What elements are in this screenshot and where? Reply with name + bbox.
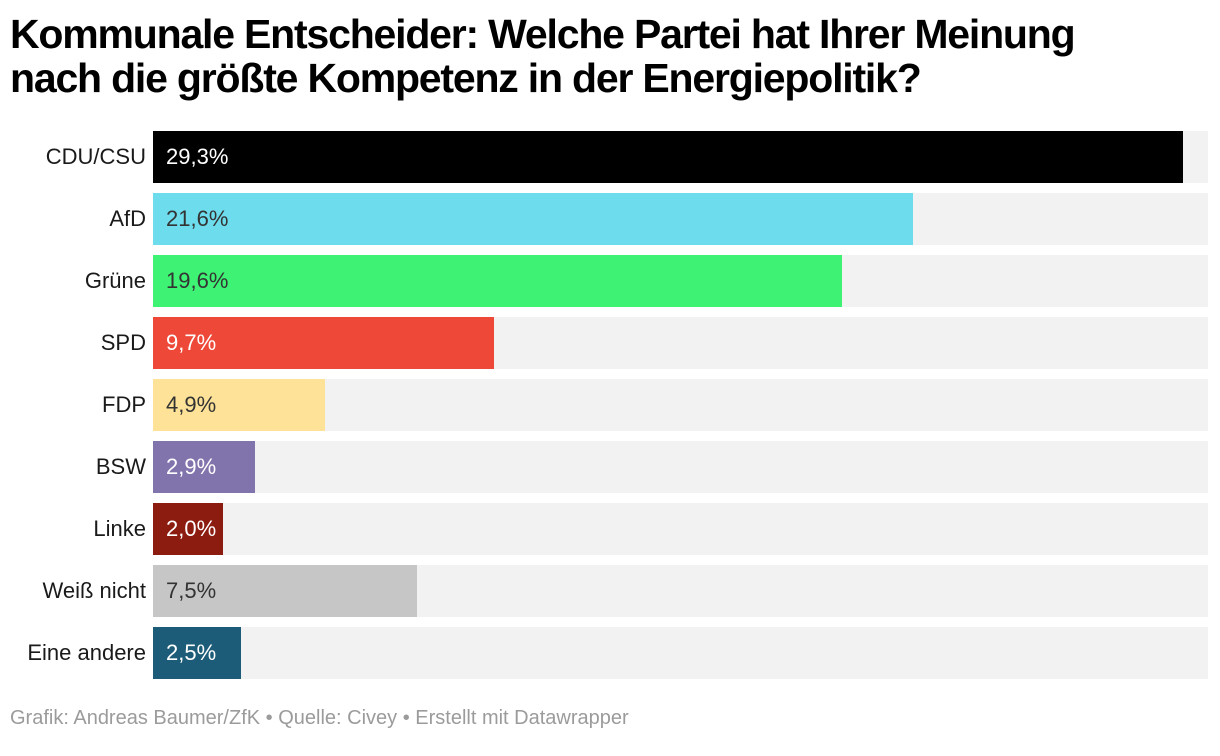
bar: 2,0% (153, 503, 224, 555)
bar: 4,9% (153, 379, 326, 431)
bar-row: AfD 21,6% (0, 193, 1220, 245)
value-label: 7,5% (166, 578, 217, 603)
bar-track: 7,5% (153, 565, 1208, 617)
value-label: 29,3% (166, 144, 229, 169)
chart-footer: Grafik: Andreas Baumer/ZfK • Quelle: Civ… (10, 707, 629, 729)
bar-track: 2,5% (153, 627, 1208, 679)
category-label: Grüne (84, 268, 146, 293)
bar-track: 2,9% (153, 441, 1208, 493)
bar-track: 9,7% (153, 317, 1208, 369)
bar-track: 21,6% (153, 193, 1208, 245)
category-label: FDP (102, 392, 146, 417)
chart-title: Kommunale Entscheider: Welche Partei hat… (10, 12, 1210, 100)
bar-track: 2,0% (153, 503, 1208, 555)
value-label: 2,9% (166, 454, 217, 479)
category-label: Linke (93, 516, 146, 541)
value-label: 2,0% (166, 516, 217, 541)
bar-track: 4,9% (153, 379, 1208, 431)
chart-title-line2: nach die größte Kompetenz in der Energie… (10, 55, 922, 101)
category-label: CDU/CSU (45, 144, 146, 169)
bar: 2,5% (153, 627, 241, 679)
bar: 21,6% (153, 193, 913, 245)
bar-row: Linke 2,0% (0, 503, 1220, 555)
value-label: 19,6% (166, 268, 229, 293)
category-label: BSW (95, 454, 146, 479)
bar-row: FDP 4,9% (0, 379, 1220, 431)
bar-row: CDU/CSU 29,3% (0, 131, 1220, 183)
value-label: 4,9% (166, 392, 217, 417)
bar-track: 29,3% (153, 131, 1208, 183)
bar-row: Weiß nicht 7,5% (0, 565, 1220, 617)
bar: 2,9% (153, 441, 255, 493)
bar: 29,3% (153, 131, 1184, 183)
value-label: 2,5% (166, 640, 217, 665)
bar: 9,7% (153, 317, 495, 369)
category-label: AfD (109, 206, 146, 231)
category-label: Weiß nicht (42, 578, 146, 603)
category-label: SPD (100, 330, 146, 355)
chart-title-line1: Kommunale Entscheider: Welche Partei hat… (10, 11, 1076, 57)
bar: 19,6% (153, 255, 843, 307)
bar-row: SPD 9,7% (0, 317, 1220, 369)
bar-chart: CDU/CSU 29,3% AfD 21,6% Grüne 19,6% SPD 9,7% FDP… (0, 131, 1220, 679)
category-label: Eine andere (27, 640, 146, 665)
value-label: 9,7% (166, 330, 217, 355)
bar: 7,5% (153, 565, 417, 617)
bar-track: 19,6% (153, 255, 1208, 307)
bar-row: Grüne 19,6% (0, 255, 1220, 307)
bar-row: BSW 2,9% (0, 441, 1220, 493)
bar-row: Eine andere 2,5% (0, 627, 1220, 679)
value-label: 21,6% (166, 206, 229, 231)
